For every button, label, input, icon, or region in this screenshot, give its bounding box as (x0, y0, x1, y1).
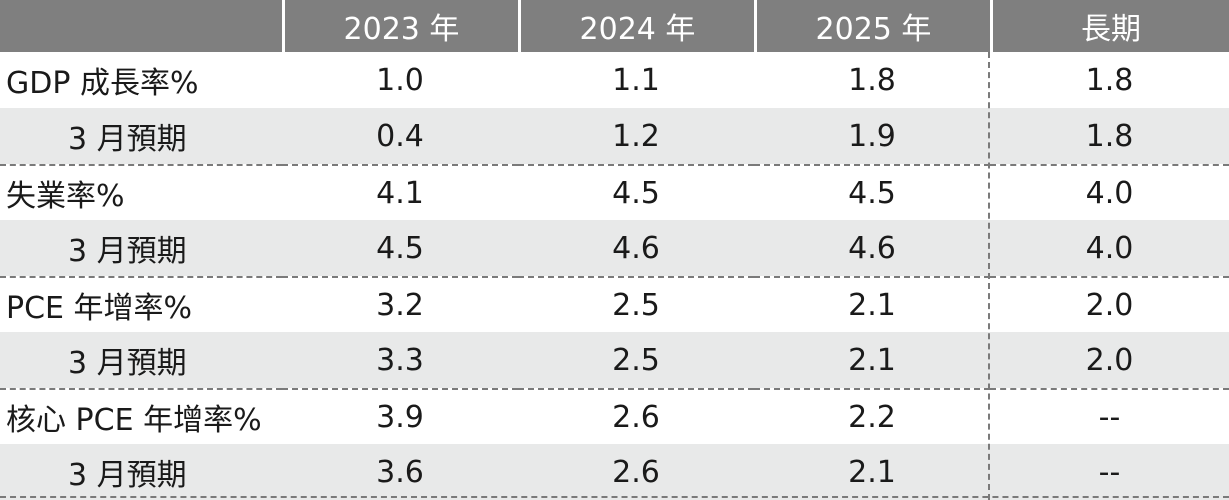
cell-pce-2024: 2.5 (518, 276, 754, 332)
cell-core-pce-2025: 2.2 (754, 388, 990, 444)
cell-unemployment-march-2024: 4.6 (518, 220, 754, 276)
cell-core-pce-march-2024: 2.6 (518, 444, 754, 500)
cell-core-pce-2023: 3.9 (282, 388, 518, 444)
cell-pce-2023: 3.2 (282, 276, 518, 332)
table-bottom-divider (0, 496, 1229, 498)
row-label-pce-march: 3 月預期 (0, 332, 282, 388)
cell-unemployment-march-2023: 4.5 (282, 220, 518, 276)
cell-pce-march-2023: 3.3 (282, 332, 518, 388)
header-longer-run: 長期 (990, 0, 1229, 52)
longer-run-divider (988, 52, 990, 500)
row-label-gdp: GDP 成長率% (6, 66, 199, 101)
cell-core-pce-march-2025: 2.1 (754, 444, 990, 500)
header-corner (0, 0, 282, 52)
header-2023: 2023 年 (282, 0, 518, 52)
cell-pce-longer-run: 2.0 (990, 276, 1229, 332)
row-label-core-pce-march: 3 月預期 (0, 444, 282, 500)
cell-unemployment-2023: 4.1 (282, 164, 518, 220)
cell-gdp-2025: 1.8 (848, 62, 896, 98)
cell-gdp-march-2023: 0.4 (282, 108, 518, 164)
cell-gdp-march-2025: 1.9 (754, 108, 990, 164)
header-2024: 2024 年 (518, 0, 754, 52)
cell-gdp-march-2024: 1.2 (518, 108, 754, 164)
cell-pce-2025: 2.1 (754, 276, 990, 332)
row-label-core-pce: 核心 PCE 年增率% (0, 388, 282, 444)
cell-pce-march-2024: 2.5 (518, 332, 754, 388)
cell-core-pce-2024: 2.6 (518, 388, 754, 444)
row-label-unemployment: 失業率% (0, 164, 282, 220)
cell-unemployment-2024: 4.5 (518, 164, 754, 220)
cell-core-pce-march-longer-run: -- (990, 444, 1229, 500)
row-label-gdp-march: 3 月預期 (0, 108, 282, 164)
cell-unemployment-2025: 4.5 (754, 164, 990, 220)
cell-gdp-longer-run: 1.8 (1085, 62, 1134, 98)
cell-unemployment-march-2025: 4.6 (754, 220, 990, 276)
cell-unemployment-march-longer-run: 4.0 (990, 220, 1229, 276)
cell-pce-march-2025: 2.1 (754, 332, 990, 388)
cell-core-pce-march-2023: 3.6 (282, 444, 518, 500)
cell-core-pce-longer-run: -- (990, 388, 1229, 444)
header-2025: 2025 年 (754, 0, 990, 52)
cell-pce-march-longer-run: 2.0 (990, 332, 1229, 388)
cell-gdp-march-longer-run: 1.8 (990, 108, 1229, 164)
row-label-unemployment-march: 3 月預期 (0, 220, 282, 276)
row-label-pce: PCE 年增率% (0, 276, 282, 332)
cell-unemployment-longer-run: 4.0 (990, 164, 1229, 220)
cell-gdp-2023: 1.0 (376, 62, 424, 98)
cell-gdp-2024: 1.1 (612, 62, 660, 98)
